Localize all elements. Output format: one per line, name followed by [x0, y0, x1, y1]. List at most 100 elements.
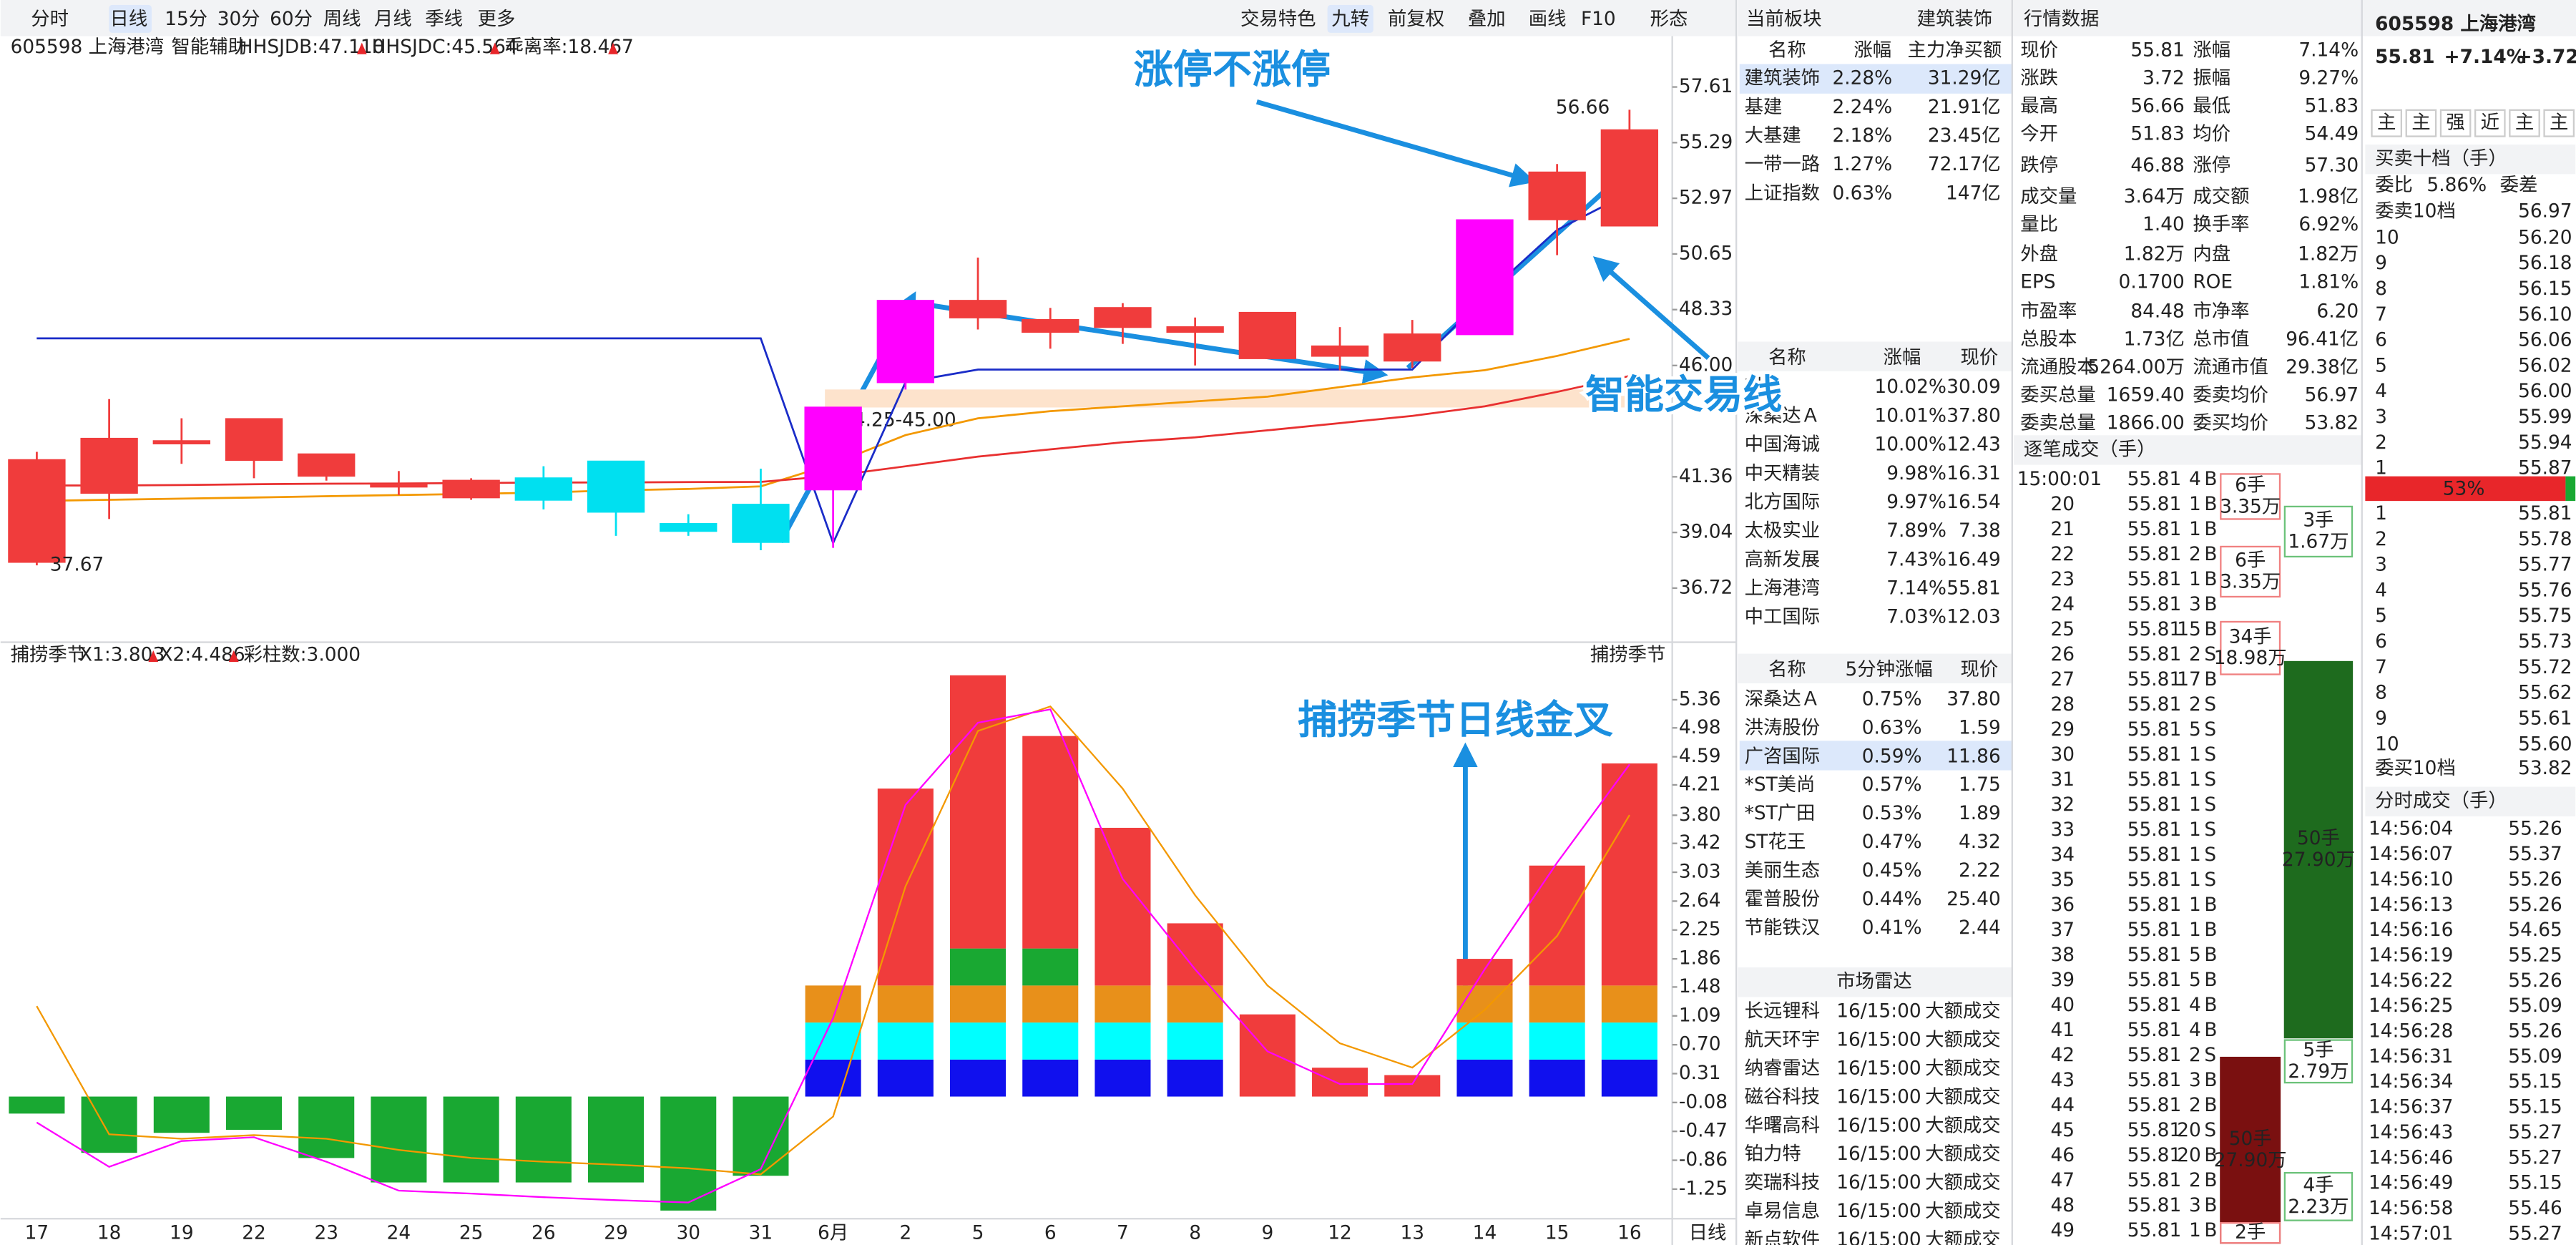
table-header: 涨幅 [1853, 40, 1891, 62]
table-cell: 1.75 [1959, 774, 2001, 796]
table-cell[interactable]: 洪涛股份 [1745, 717, 1821, 738]
table-cell[interactable]: 北方国际 [1745, 492, 1821, 513]
trade-side: S [2204, 844, 2216, 866]
table-header: 主力净买额 [1908, 40, 2002, 62]
toolbar-button[interactable]: 叠加 [1468, 9, 1506, 30]
tool-button[interactable] [2405, 109, 2437, 137]
quote-label: 换手率 [2193, 214, 2249, 235]
tab[interactable]: 15分 [165, 9, 207, 30]
table-cell[interactable]: 中国海诚 [1745, 434, 1821, 456]
table-cell[interactable]: 基建 [1745, 97, 1783, 118]
sale-time: 14:56:07 [2369, 844, 2453, 865]
table-cell[interactable]: 节能铁汉 [1745, 917, 1821, 939]
tool-button[interactable] [2439, 109, 2472, 137]
trade-price: 55.81 [2127, 669, 2182, 690]
table-cell[interactable]: 广咨国际 [1745, 746, 1821, 767]
tool-button-label[interactable]: 主 [2377, 112, 2396, 134]
quote-label: 市盈率 [2020, 301, 2077, 323]
radar-name[interactable]: 华曙高科 [1745, 1115, 1821, 1136]
large-order-block [2283, 505, 2354, 558]
x-tick-label: 19 [170, 1222, 194, 1244]
table-cell: 2.24% [1832, 97, 1892, 118]
table-cell: 0.57% [1862, 774, 1922, 796]
tool-button[interactable] [2371, 109, 2403, 137]
table-cell[interactable]: ST花王 [1745, 831, 1806, 853]
tool-button[interactable] [2474, 109, 2506, 137]
trade-side: B [2204, 519, 2217, 540]
trade-volume: 2 [2189, 694, 2201, 716]
indicator-bar [1167, 985, 1223, 1023]
radar-name[interactable]: 纳睿雷达 [1745, 1058, 1821, 1079]
trade-volume: 20 [2177, 1145, 2201, 1166]
toolbar-button[interactable]: 九转 [1331, 9, 1369, 30]
tab[interactable]: 日线 [109, 9, 147, 30]
radar-name[interactable]: 铂力特 [1745, 1143, 1801, 1165]
table-cell[interactable]: 中天精装 [1745, 463, 1821, 484]
table-cell: 21.91亿 [1928, 97, 2001, 118]
large-order-block [2220, 1221, 2281, 1244]
table-cell[interactable]: *ST美尚 [1745, 774, 1816, 796]
toolbar-button[interactable]: F10 [1581, 9, 1616, 30]
radar-name[interactable]: 新点软件 [1745, 1229, 1821, 1245]
table-cell[interactable]: 科 [1745, 376, 1763, 398]
table-cell[interactable]: 一带一路 [1745, 154, 1821, 175]
tab[interactable]: 季线 [425, 9, 463, 30]
tab[interactable]: 月线 [374, 9, 412, 30]
candle-body [1238, 311, 1297, 359]
tab[interactable]: 周线 [323, 9, 361, 30]
quote-label: 内盘 [2193, 243, 2230, 265]
tool-button[interactable] [2543, 109, 2575, 137]
table-cell[interactable]: 霍普股份 [1745, 889, 1821, 910]
arrow-icon [608, 42, 618, 54]
indicator-bar [1456, 959, 1513, 986]
table-cell[interactable]: 上证指数 [1745, 182, 1821, 204]
table-cell[interactable]: *ST广田 [1745, 803, 1816, 824]
toolbar-button[interactable]: 画线 [1529, 9, 1567, 30]
trade-price: 55.81 [2127, 519, 2182, 540]
arrow-icon [356, 42, 367, 54]
tab[interactable]: 分时 [31, 9, 69, 30]
indicator-bar [226, 1096, 283, 1131]
tab[interactable]: 60分 [270, 9, 313, 30]
ask-level: 6 [2375, 330, 2387, 351]
tool-button-label[interactable]: 主 [2550, 112, 2568, 134]
table-cell[interactable]: 中工国际 [1745, 607, 1821, 628]
toolbar-button[interactable]: 形态 [1650, 9, 1688, 30]
tool-button-label[interactable]: 近 [2481, 112, 2499, 134]
tool-button-label[interactable]: 强 [2446, 112, 2464, 134]
trade-time: 24 [2050, 594, 2075, 615]
table-cell[interactable]: 深桑达Ａ [1745, 405, 1821, 426]
trade-price: 55.81 [2127, 594, 2182, 615]
tool-button-label[interactable]: 主 [2515, 112, 2534, 134]
table-cell[interactable]: 上海港湾 [1745, 577, 1821, 599]
table-cell[interactable]: 大基建 [1745, 125, 1801, 147]
x-tick-label: 6 [1044, 1222, 1057, 1244]
radar-name[interactable]: 长远锂科 [1745, 1001, 1821, 1022]
table-cell[interactable]: 高新发展 [1745, 549, 1821, 570]
table-cell: 1.89 [1959, 803, 2001, 824]
table-cell[interactable]: 美丽生态 [1745, 860, 1821, 882]
table-cell[interactable]: 建筑装饰 [1745, 68, 1821, 89]
trade-volume: 1 [2189, 869, 2201, 891]
tab[interactable]: 更多 [478, 9, 516, 30]
tool-button-label[interactable]: 主 [2411, 112, 2430, 134]
quote-label: 现价 [2020, 40, 2058, 62]
trade-time: 34 [2050, 844, 2075, 866]
block-label: 5手 [2303, 1040, 2333, 1061]
radar-name[interactable]: 磁谷科技 [1745, 1086, 1821, 1108]
trade-volume: 5 [2189, 719, 2201, 741]
toolbar-button[interactable]: 前复权 [1388, 9, 1444, 30]
indicator-bar [1601, 763, 1657, 986]
trade-price: 55.81 [2127, 869, 2182, 891]
radar-name[interactable]: 航天环宇 [1745, 1029, 1821, 1050]
block-label: 4手 [2303, 1175, 2333, 1196]
separators [0, 0, 2363, 1245]
radar-name[interactable]: 奕瑞科技 [1745, 1172, 1821, 1193]
tool-button[interactable] [2509, 109, 2540, 137]
radar-name[interactable]: 卓易信息 [1745, 1201, 1821, 1222]
toolbar-button[interactable]: 交易特色 [1240, 9, 1316, 30]
tab[interactable]: 30分 [217, 9, 260, 30]
table-cell[interactable]: 深桑达Ａ [1745, 688, 1821, 710]
indicator-bar [1529, 1022, 1585, 1060]
table-cell[interactable]: 太极实业 [1745, 520, 1821, 542]
